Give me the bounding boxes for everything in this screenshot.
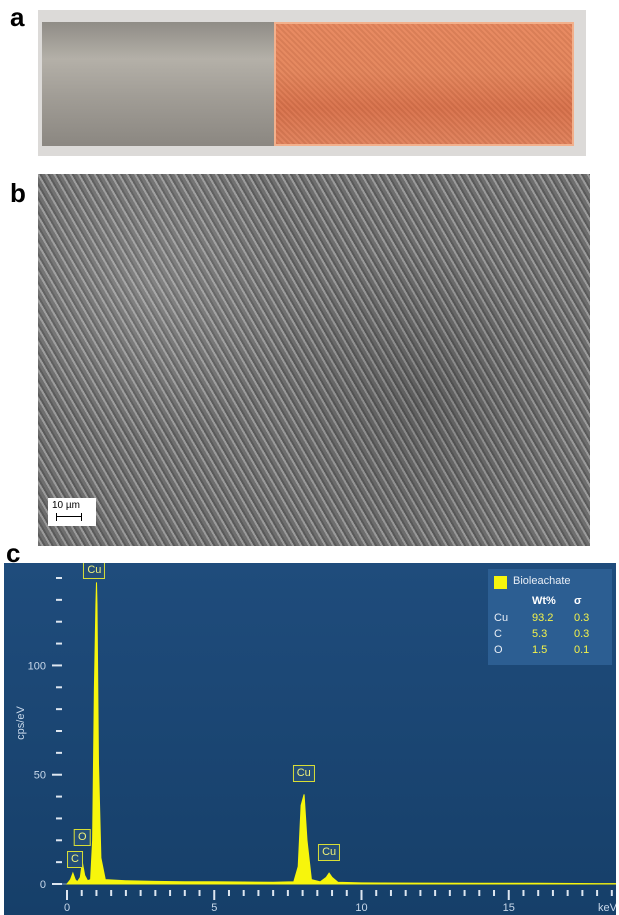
table-wt-o: 1.5 <box>532 644 548 656</box>
scale-bar: 10 µm <box>48 498 96 526</box>
x-tick-label: 10 <box>355 902 367 914</box>
panel-label-c: c <box>6 538 21 568</box>
table-element-c: C <box>494 628 502 640</box>
panel-label-b: b <box>10 178 26 208</box>
table-sigma-o: 0.1 <box>574 644 590 656</box>
x-tick-label: 15 <box>503 902 515 914</box>
y-axis-title: cps/eV <box>15 706 27 740</box>
x-tick-label: 0 <box>64 902 70 914</box>
table-header-wt: Wt% <box>532 595 556 607</box>
table-element-o: O <box>494 644 503 656</box>
table-sigma-cu: 0.3 <box>574 612 590 624</box>
peak-label-c: C <box>66 850 83 868</box>
peak-label-cu: Cu <box>83 563 106 579</box>
x-tick-label: 5 <box>211 902 217 914</box>
table-element-cu: Cu <box>494 612 509 624</box>
legend-swatch <box>494 576 507 589</box>
y-tick-label: 100 <box>28 660 46 672</box>
spectrum-series-bioleachate <box>65 582 616 885</box>
legend-box: Bioleachate Wt% σ Cu 93.2 0.3 C 5.3 0.3 … <box>488 569 612 665</box>
table-wt-c: 5.3 <box>532 628 548 640</box>
peak-label-cu: Cu <box>292 765 315 783</box>
legend-series-name: Bioleachate <box>513 575 571 587</box>
copper-deposit-region <box>274 22 574 146</box>
table-sigma-c: 0.3 <box>574 628 590 640</box>
table-wt-cu: 93.2 <box>532 612 554 624</box>
y-tick-label: 50 <box>34 770 46 782</box>
scale-bar-label: 10 µm <box>52 500 80 511</box>
peak-label-cu: Cu <box>318 843 341 861</box>
spectrum-plot: 0 50 100 0 5 10 15 keV cps/eV <box>15 577 616 914</box>
y-tick-label: 0 <box>40 879 46 891</box>
peak-label-o: O <box>74 828 91 846</box>
sem-micrograph: 10 µm <box>38 174 590 546</box>
eds-spectrum: 0 50 100 0 5 10 15 keV cps/eV Cu O C Cu Cu Bioleacha… <box>4 563 616 915</box>
panel-label-a: a <box>10 2 25 32</box>
scale-bar-line <box>56 513 82 521</box>
copper-plate-photo <box>38 10 586 156</box>
x-axis-title: keV <box>598 902 616 914</box>
table-header-sigma: σ <box>574 595 582 607</box>
uncoated-steel-region <box>42 22 274 146</box>
